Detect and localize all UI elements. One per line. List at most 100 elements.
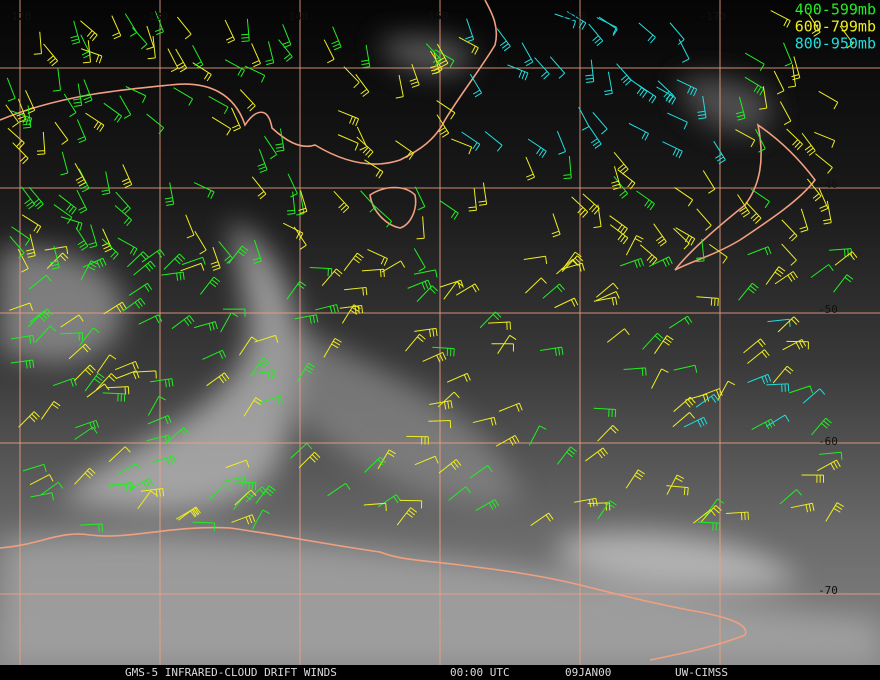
footer-source: UW-CIMSS [675, 666, 728, 679]
longitude-label: -160 [561, 10, 588, 23]
wind-barb [498, 402, 523, 412]
wind-barb [434, 49, 455, 68]
latitude-label: -40 [818, 178, 838, 191]
wind-barb [125, 86, 147, 103]
wind-barb [164, 182, 175, 207]
latitude-label: -50 [818, 303, 838, 316]
wind-barb [428, 420, 452, 429]
wind-barb [101, 238, 119, 260]
wind-barb [147, 395, 166, 416]
wind-barb [82, 79, 93, 104]
wind-barb [166, 427, 189, 443]
latitude-labels: -40 -50 -60 -70 [818, 178, 838, 597]
wind-barb [527, 138, 547, 158]
wind-barb [651, 368, 669, 389]
wind-barb [82, 257, 107, 269]
wind-barb [666, 474, 685, 495]
wind-barb [225, 459, 250, 469]
wind-barb [507, 64, 529, 81]
longitude-labels: -120 -130 -140 -150 -160 -170 [5, 10, 727, 23]
wind-barb [264, 135, 278, 160]
wind-barb [556, 130, 567, 155]
wind-barb [772, 365, 794, 384]
wind-barb [50, 245, 60, 270]
wind-barb [146, 113, 165, 135]
wind-barb [782, 339, 807, 351]
wind-barb [595, 291, 620, 302]
wind-barb [17, 248, 29, 273]
wind-barb [747, 373, 772, 385]
wind-barb [133, 260, 156, 276]
wind-barb [496, 28, 511, 52]
wind-barb [333, 190, 350, 214]
wind-barb [673, 396, 696, 412]
wind-barb [676, 79, 698, 97]
wind-barb [781, 219, 798, 242]
wind-barb [613, 176, 629, 199]
wind-barb [233, 481, 257, 491]
wind-barb [321, 268, 343, 287]
wind-barb [556, 446, 578, 465]
wind-barb [773, 70, 785, 95]
wind-barb [678, 39, 690, 63]
wind-barb [11, 334, 35, 344]
wind-barb [497, 334, 517, 354]
wind-barb [18, 411, 40, 428]
wind-barb [595, 282, 619, 298]
wind-barb [76, 189, 88, 214]
wind-barb [124, 13, 138, 37]
wind-barb [628, 122, 649, 141]
wind-barb [202, 349, 227, 360]
wind-barb [653, 223, 667, 247]
wind-barb [29, 474, 54, 486]
wind-barb [593, 407, 617, 418]
wind-barb [737, 194, 751, 218]
wind-barb [257, 149, 268, 173]
wind-barb [765, 266, 786, 285]
wind-barb [436, 114, 450, 138]
wind-barb [534, 57, 550, 80]
wind-barb [814, 131, 836, 148]
wind-barb [356, 136, 374, 158]
wind-barb [673, 364, 698, 373]
wind-barb [355, 73, 370, 97]
wind-barb [743, 338, 766, 354]
wind-barb [122, 297, 146, 312]
wind-barb [5, 104, 20, 128]
wind-barb [484, 131, 503, 152]
wind-barb [750, 188, 770, 209]
wind-barb [106, 386, 130, 395]
wind-barb [436, 100, 456, 120]
wind-barb [16, 98, 27, 123]
wind-barb [777, 316, 800, 333]
wind-barb [708, 243, 728, 264]
wind-barb [528, 425, 547, 446]
wind-barb [154, 11, 164, 36]
wind-barb [140, 488, 165, 498]
wind-barb [117, 237, 138, 256]
wind-barb [429, 400, 453, 410]
wind-barb [63, 93, 77, 118]
wind-barb [554, 297, 579, 309]
wind-barb [68, 343, 91, 360]
wind-barb [704, 498, 725, 518]
wind-barb [593, 204, 602, 229]
wind-barb [222, 476, 247, 486]
wind-barb [192, 521, 216, 531]
wind-barb [102, 392, 126, 402]
legend: 400-599mb 600-799mb 800-950mb [795, 1, 876, 53]
wind-barb [222, 308, 246, 317]
wind-barb [395, 140, 415, 160]
wind-barb [119, 95, 132, 119]
wind-barb [343, 66, 360, 89]
wind-barb [738, 282, 759, 301]
wind-barb [126, 251, 149, 268]
wind-barb [554, 13, 577, 29]
wind-barb [251, 43, 261, 68]
wind-barb [374, 206, 393, 228]
wind-barb [563, 155, 572, 180]
footer-date: 09JAN00 [565, 666, 611, 679]
wind-barb [596, 17, 618, 35]
wind-barb [9, 236, 25, 259]
wind-barb [597, 500, 617, 520]
